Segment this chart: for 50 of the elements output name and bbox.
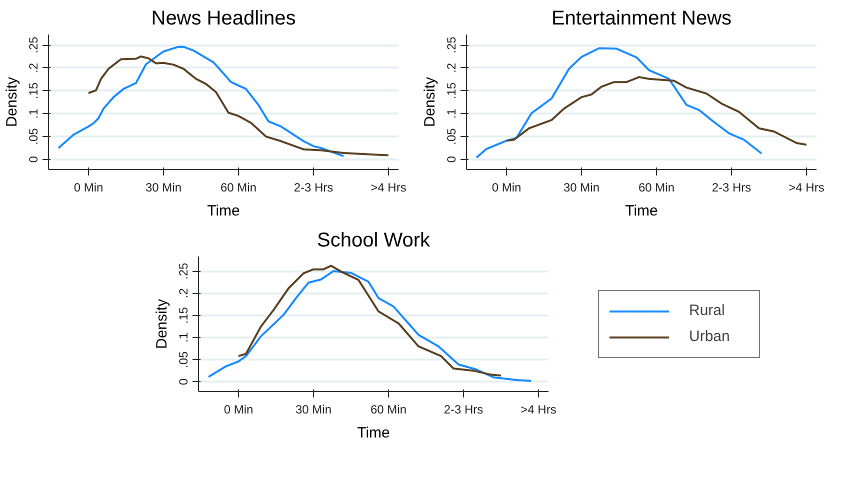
y-tick-label: .2 (26, 62, 40, 73)
y-tick-label: .15 (26, 82, 40, 100)
x-tick-label: >4 Hrs (520, 402, 556, 416)
x-tick-label: 2-3 Hrs (444, 402, 484, 416)
y-tick-label: .25 (444, 36, 458, 54)
line-series (506, 76, 808, 146)
x-tick-label: 60 Min (370, 402, 407, 416)
x-tick-label: 30 Min (295, 402, 332, 416)
x-tick-label: 0 Min (492, 180, 522, 194)
chart-title: School Work (316, 230, 432, 252)
x-tick-label: 2-3 Hrs (712, 180, 752, 194)
x-axis-title: Time (207, 202, 240, 220)
x-axis-title: Time (625, 202, 658, 220)
x-tick-label: 30 Min (563, 180, 600, 194)
x-axis-title: Time (357, 424, 390, 442)
x-tick-label: 60 Min (220, 180, 257, 194)
y-tick-label: 0 (176, 378, 190, 386)
line-series (208, 270, 532, 382)
y-tick-label: .1 (26, 108, 40, 119)
x-tick-label: 60 Min (638, 180, 675, 194)
x-tick-label: 0 Min (224, 402, 254, 416)
legend-label: Urban (689, 328, 731, 345)
line-series (476, 47, 762, 159)
x-tick-label: 0 Min (74, 180, 104, 194)
x-tick-label: >4 Hrs (788, 180, 824, 194)
x-tick-label: 2-3 Hrs (294, 180, 334, 194)
y-tick-label: 0 (444, 156, 458, 163)
y-tick-label: .15 (176, 306, 190, 324)
y-tick-label: .2 (176, 288, 190, 298)
y-axis-title: Density (422, 76, 438, 128)
y-axis-title: Density (154, 298, 170, 350)
y-tick-label: .2 (444, 62, 458, 73)
y-tick-label: .15 (444, 82, 458, 100)
y-tick-label: .05 (444, 128, 458, 145)
legend-label: Rural (689, 302, 726, 319)
y-tick-label: .25 (26, 36, 40, 54)
y-tick-label: .05 (26, 128, 40, 145)
line-series (238, 264, 502, 377)
y-tick-label: .25 (176, 262, 190, 280)
y-axis-title: Density (4, 76, 20, 128)
x-tick-label: 30 Min (145, 180, 182, 194)
y-tick-label: .1 (444, 108, 458, 119)
line-series (88, 55, 390, 156)
chart-title: News Headlines (151, 8, 296, 30)
line-series (58, 46, 344, 158)
y-tick-label: 0 (26, 156, 40, 163)
y-tick-label: .1 (176, 332, 190, 343)
x-tick-label: >4 Hrs (370, 180, 406, 194)
chart-title: Entertainment News (551, 8, 732, 30)
y-tick-label: .05 (176, 350, 190, 368)
